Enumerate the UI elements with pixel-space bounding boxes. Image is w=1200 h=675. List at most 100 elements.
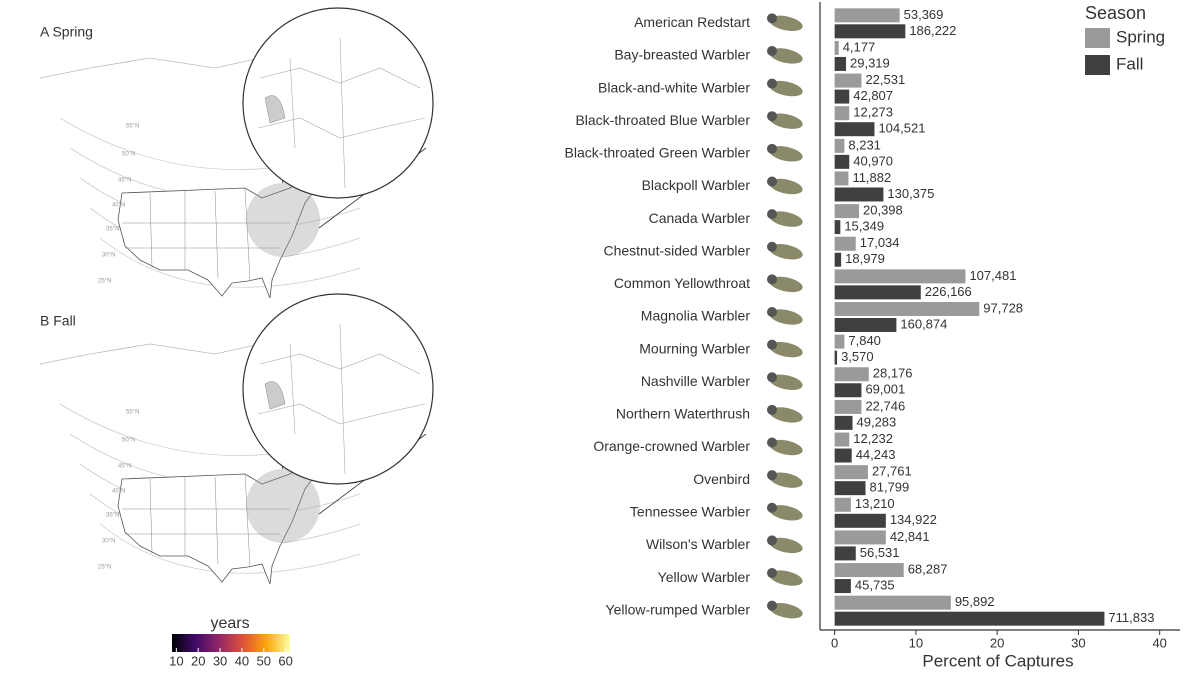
bar: [834, 546, 856, 561]
bar: [834, 497, 851, 512]
bird-icon: [767, 176, 777, 187]
bar: [834, 236, 856, 251]
bar: [834, 563, 904, 578]
bird-icon: [767, 78, 777, 89]
value-label: 226,166: [925, 284, 972, 299]
bird-icon: [767, 568, 777, 579]
bird-icon: [767, 404, 777, 415]
value-label: 44,243: [856, 447, 896, 462]
bar: [834, 40, 839, 55]
latitude-label: 55°N: [126, 410, 139, 416]
value-label: 134,922: [890, 512, 937, 527]
value-label: 49,283: [857, 414, 897, 429]
bird-icon: [767, 307, 777, 317]
bar: [834, 318, 897, 332]
bar: [834, 204, 860, 219]
legend-swatch: [1085, 28, 1110, 48]
bar: [834, 448, 852, 463]
value-label: 42,841: [890, 529, 930, 544]
category-label: Tennessee Warbler: [630, 503, 750, 519]
bar: [834, 481, 866, 496]
value-label: 130,375: [887, 186, 934, 201]
bird-icon: [769, 407, 803, 423]
bird-icon: [769, 602, 803, 619]
value-label: 81,799: [870, 480, 910, 495]
bird-icon: [767, 13, 777, 24]
latitude-label: 35°N: [106, 227, 119, 233]
value-label: 186,222: [909, 23, 956, 38]
bird-icon: [769, 570, 803, 586]
category-label: Chestnut-sided Warbler: [603, 242, 750, 258]
bird-icon: [769, 505, 803, 521]
panel-label: B Fall: [40, 313, 76, 329]
bar: [834, 285, 921, 300]
bird-icon: [769, 113, 803, 129]
latitude-label: 50°N: [122, 152, 135, 158]
value-label: 107,481: [969, 268, 1016, 283]
bird-icon: [769, 472, 803, 488]
category-label: Common Yellowthroat: [614, 275, 750, 291]
bar: [834, 465, 868, 480]
value-label: 22,746: [865, 398, 905, 413]
latitude-label: 40°N: [112, 203, 125, 209]
value-label: 95,892: [955, 594, 995, 609]
value-label: 20,398: [863, 203, 903, 218]
x-tick-label: 10: [909, 635, 923, 650]
bar: [834, 611, 1105, 626]
bird-icon: [769, 276, 803, 293]
bird-icon: [767, 143, 777, 154]
value-label: 8,231: [848, 137, 881, 152]
bar: [834, 220, 841, 235]
bird-icon: [767, 339, 777, 350]
value-label: 68,287: [908, 561, 948, 576]
x-tick-label: 30: [1071, 635, 1085, 650]
bird-icon: [769, 178, 803, 195]
x-tick-label: 40: [1152, 635, 1166, 650]
category-label: Black-and-white Warbler: [598, 79, 750, 95]
bar: [834, 8, 900, 23]
bar: [834, 106, 850, 121]
value-label: 12,273: [853, 105, 893, 120]
latitude-label: 25°N: [98, 279, 111, 285]
value-label: 17,034: [860, 235, 900, 250]
value-label: 69,001: [865, 382, 905, 397]
bar: [834, 367, 869, 382]
bar: [834, 595, 951, 610]
value-label: 56,531: [860, 545, 900, 560]
legend-label: Fall: [1116, 54, 1143, 73]
bar: [834, 122, 875, 137]
value-label: 7,840: [848, 333, 881, 348]
category-label: Orange-crowned Warbler: [593, 438, 750, 454]
category-label: Ovenbird: [693, 471, 750, 487]
bar: [834, 432, 850, 447]
bird-icon: [769, 374, 803, 390]
latitude-label: 45°N: [118, 178, 131, 184]
colorbar-title: years: [210, 615, 249, 632]
bar: [834, 187, 884, 202]
category-label: Nashville Warbler: [641, 373, 751, 389]
category-label: American Redstart: [634, 14, 750, 30]
category-label: Mourning Warbler: [639, 340, 750, 356]
bird-icon: [767, 45, 777, 56]
bird-icon: [767, 372, 777, 383]
value-label: 29,319: [850, 55, 890, 70]
value-label: 42,807: [853, 88, 893, 103]
category-label: Northern Waterthrush: [616, 406, 750, 422]
value-label: 15,349: [844, 219, 884, 234]
value-label: 160,874: [900, 316, 947, 331]
bird-icon: [769, 537, 803, 554]
bird-icon: [767, 502, 777, 513]
bird-icon: [769, 439, 803, 456]
bar: [834, 399, 862, 414]
map-fall: [39, 293, 434, 585]
bar: [834, 415, 853, 430]
value-label: 4,177: [843, 39, 876, 54]
category-label: Yellow Warbler: [658, 569, 751, 585]
x-tick-label: 0: [831, 635, 838, 650]
latitude-label: 50°N: [122, 438, 135, 444]
value-label: 12,232: [853, 431, 893, 446]
bird-icon: [767, 274, 777, 285]
value-label: 104,521: [878, 121, 925, 136]
legend-label: Spring: [1116, 27, 1165, 46]
